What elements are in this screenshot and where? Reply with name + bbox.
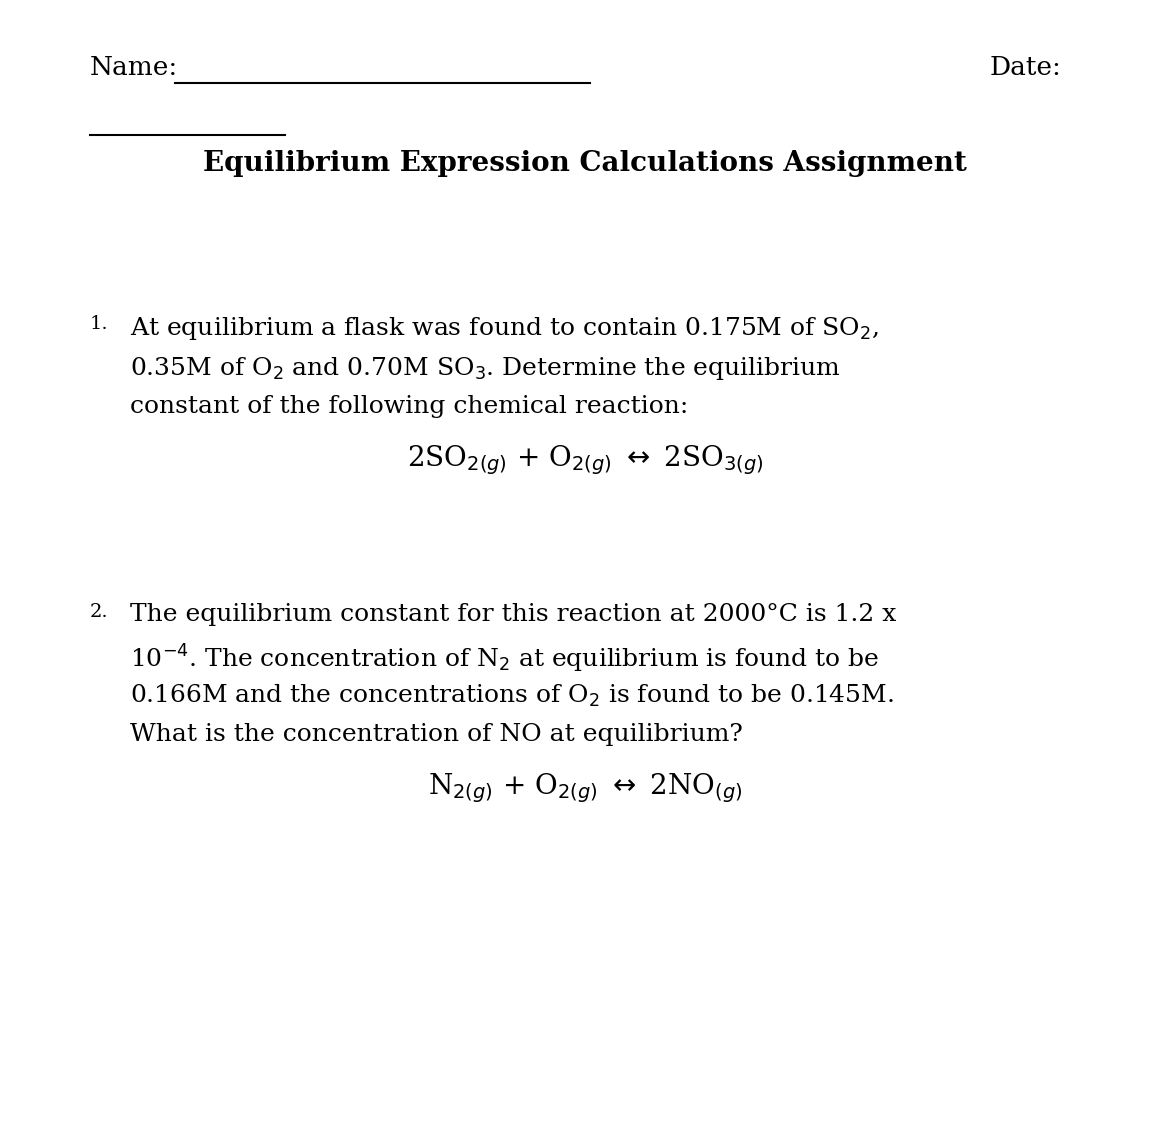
Text: Date:: Date: xyxy=(990,55,1062,80)
Text: 1.: 1. xyxy=(90,316,109,333)
Text: 0.166M and the concentrations of O$_2$ is found to be 0.145M.: 0.166M and the concentrations of O$_2$ i… xyxy=(130,683,894,710)
Text: Equilibrium Expression Calculations Assignment: Equilibrium Expression Calculations Assi… xyxy=(204,150,966,177)
Text: 10$^{-4}$. The concentration of N$_2$ at equilibrium is found to be: 10$^{-4}$. The concentration of N$_2$ at… xyxy=(130,644,880,675)
Text: 0.35M of O$_2$ and 0.70M SO$_3$. Determine the equilibrium: 0.35M of O$_2$ and 0.70M SO$_3$. Determi… xyxy=(130,355,841,382)
Text: At equilibrium a flask was found to contain 0.175M of SO$_2$,: At equilibrium a flask was found to cont… xyxy=(130,316,879,342)
Text: Name:: Name: xyxy=(90,55,178,80)
Text: The equilibrium constant for this reaction at 2000°C is 1.2 x: The equilibrium constant for this reacti… xyxy=(130,603,896,626)
Text: 2SO$_{2(g)}$ + O$_{2(g)}$ $\leftrightarrow$ 2SO$_{3(g)}$: 2SO$_{2(g)}$ + O$_{2(g)}$ $\leftrightarr… xyxy=(407,443,763,476)
Text: N$_{2(g)}$ + O$_{2(g)}$ $\leftrightarrow$ 2NO$_{(g)}$: N$_{2(g)}$ + O$_{2(g)}$ $\leftrightarrow… xyxy=(428,771,742,804)
Text: 2.: 2. xyxy=(90,603,109,621)
Text: constant of the following chemical reaction:: constant of the following chemical react… xyxy=(130,395,688,418)
Text: What is the concentration of NO at equilibrium?: What is the concentration of NO at equil… xyxy=(130,723,743,746)
